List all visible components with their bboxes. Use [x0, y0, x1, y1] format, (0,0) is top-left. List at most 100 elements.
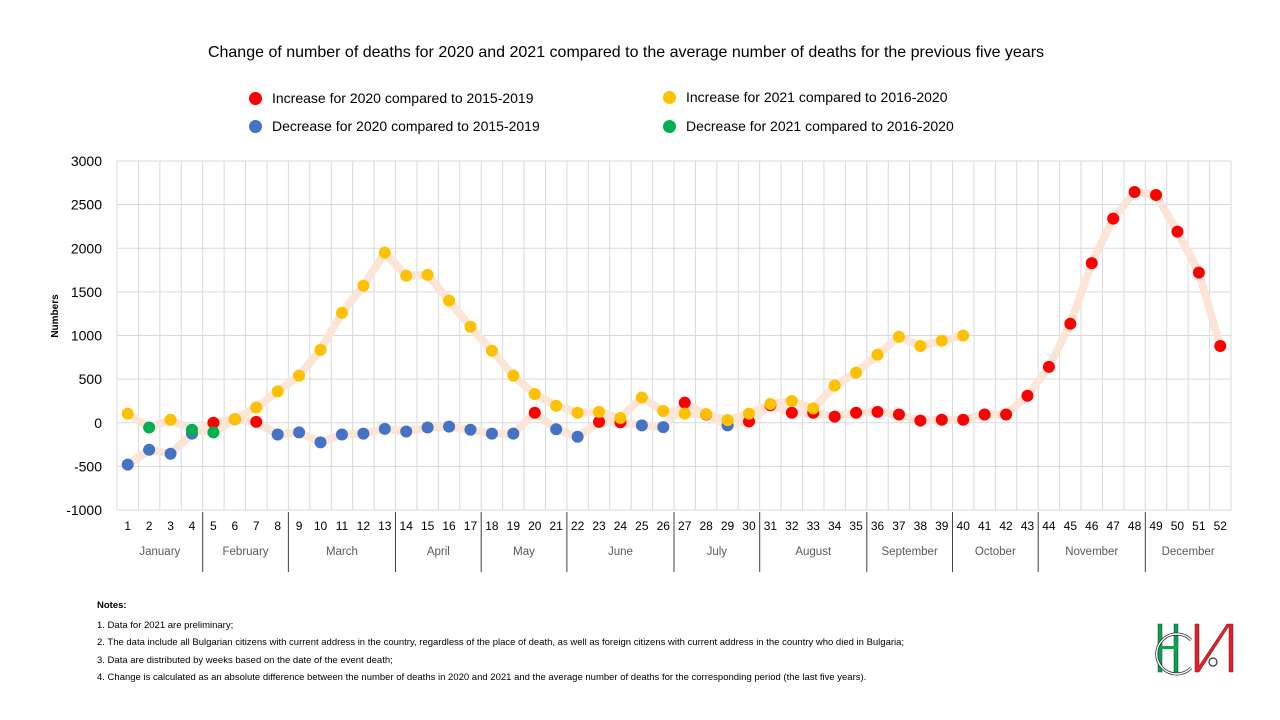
data-point-2021 [593, 405, 606, 418]
data-point-2020 [335, 428, 348, 441]
data-point-2021 [550, 399, 563, 412]
notes: Notes: 1. Data for 2021 are preliminary;… [97, 597, 904, 687]
x-tick-label: 15 [421, 519, 435, 533]
data-point-2020 [378, 422, 391, 435]
legend-item-decrease-2020: Decrease for 2020 compared to 2015-2019 [249, 118, 540, 134]
data-point-2021 [957, 329, 970, 342]
data-point-2021 [185, 423, 198, 436]
data-point-2020 [1042, 360, 1055, 373]
notes-heading: Notes: [97, 600, 127, 611]
note-item: 4. Change is calculated as an absolute d… [97, 672, 867, 683]
x-tick-label: 48 [1128, 519, 1142, 533]
legend-marker-icon [249, 91, 262, 105]
x-tick-label: 5 [210, 519, 217, 533]
legend-label: Decrease for 2020 compared to 2015-2019 [272, 118, 540, 134]
data-point-2021 [571, 406, 584, 419]
month-label: August [795, 546, 832, 558]
data-point-2020 [892, 408, 905, 421]
data-point-2020 [657, 421, 670, 434]
data-point-2021 [507, 369, 520, 382]
month-label: December [1162, 546, 1215, 558]
x-tick-label: 24 [614, 519, 628, 533]
data-point-2021 [935, 334, 948, 347]
x-tick-label: 40 [957, 519, 971, 533]
data-point-2020 [635, 419, 648, 432]
x-tick-label: 6 [231, 519, 238, 533]
x-tick-label: 10 [314, 519, 328, 533]
x-tick-label: 9 [296, 519, 303, 533]
data-point-2021 [228, 413, 241, 426]
x-tick-label: 34 [828, 519, 842, 533]
data-point-2021 [464, 320, 477, 333]
data-point-2020 [314, 436, 327, 449]
x-tick-label: 18 [485, 519, 499, 533]
x-tick-label: 42 [999, 519, 1013, 533]
x-tick-label: 12 [357, 519, 371, 533]
data-point-2020 [528, 406, 541, 419]
data-point-2021 [378, 246, 391, 259]
data-point-2021 [293, 369, 306, 382]
data-point-2020 [443, 420, 456, 433]
data-point-2021 [721, 414, 734, 427]
x-tick-label: 14 [400, 519, 414, 533]
data-point-2021 [742, 407, 755, 420]
y-tick-label: 0 [94, 415, 102, 431]
data-point-2020 [464, 423, 477, 436]
data-point-2020 [293, 426, 306, 439]
data-point-2020 [1214, 339, 1227, 352]
data-point-2020 [1000, 408, 1013, 421]
month-label: April [427, 546, 450, 558]
data-point-2020 [550, 423, 563, 436]
x-tick-label: 36 [871, 519, 885, 533]
month-label: January [139, 546, 180, 558]
data-point-2021 [421, 268, 434, 281]
data-point-2020 [1192, 266, 1205, 279]
data-point-2021 [892, 330, 905, 343]
data-point-2020 [978, 408, 991, 421]
x-tick-label: 22 [571, 519, 585, 533]
x-tick-label: 21 [549, 519, 563, 533]
data-point-2021 [828, 379, 841, 392]
data-point-2020 [271, 428, 284, 441]
data-point-2021 [764, 397, 777, 410]
data-point-2021 [164, 413, 177, 426]
month-label: March [326, 546, 358, 558]
x-tick-label: 39 [935, 519, 949, 533]
y-tick-label: 2000 [71, 240, 102, 256]
data-point-2020 [1150, 189, 1163, 202]
data-point-2020 [914, 414, 927, 427]
month-label: November [1065, 546, 1118, 558]
x-tick-label: 41 [978, 519, 992, 533]
x-tick-label: 50 [1171, 519, 1185, 533]
y-tick-label: 500 [79, 371, 103, 387]
nsi-logo [1155, 623, 1234, 676]
x-tick-label: 1 [124, 519, 131, 533]
data-point-2021 [485, 344, 498, 357]
legend-marker-icon [663, 119, 676, 133]
legend-item-increase-2020: Increase for 2020 compared to 2015-2019 [249, 90, 534, 106]
x-tick-label: 2 [146, 519, 153, 533]
data-point-2020 [1171, 225, 1184, 238]
month-label: October [975, 546, 1016, 558]
data-point-2021 [657, 404, 670, 417]
x-tick-label: 8 [274, 519, 281, 533]
data-point-2020 [1128, 185, 1141, 198]
legend-label: Increase for 2021 compared to 2016-2020 [686, 89, 948, 105]
data-point-2020 [1085, 257, 1098, 270]
data-point-2020 [507, 427, 520, 440]
data-point-2021 [250, 401, 263, 414]
data-point-2021 [207, 426, 220, 439]
month-label: July [707, 546, 728, 558]
x-tick-label: 28 [699, 519, 713, 533]
data-point-2020 [593, 415, 606, 428]
x-tick-label: 20 [528, 519, 542, 533]
data-point-2021 [635, 391, 648, 404]
legend-label: Decrease for 2021 compared to 2016-2020 [686, 118, 954, 134]
data-point-2021 [850, 366, 863, 379]
data-point-2020 [357, 427, 370, 440]
y-tick-label: 1500 [71, 284, 102, 300]
x-tick-label: 25 [635, 519, 649, 533]
data-point-2020 [164, 447, 177, 460]
note-item: 1. Data for 2021 are preliminary; [97, 619, 234, 631]
